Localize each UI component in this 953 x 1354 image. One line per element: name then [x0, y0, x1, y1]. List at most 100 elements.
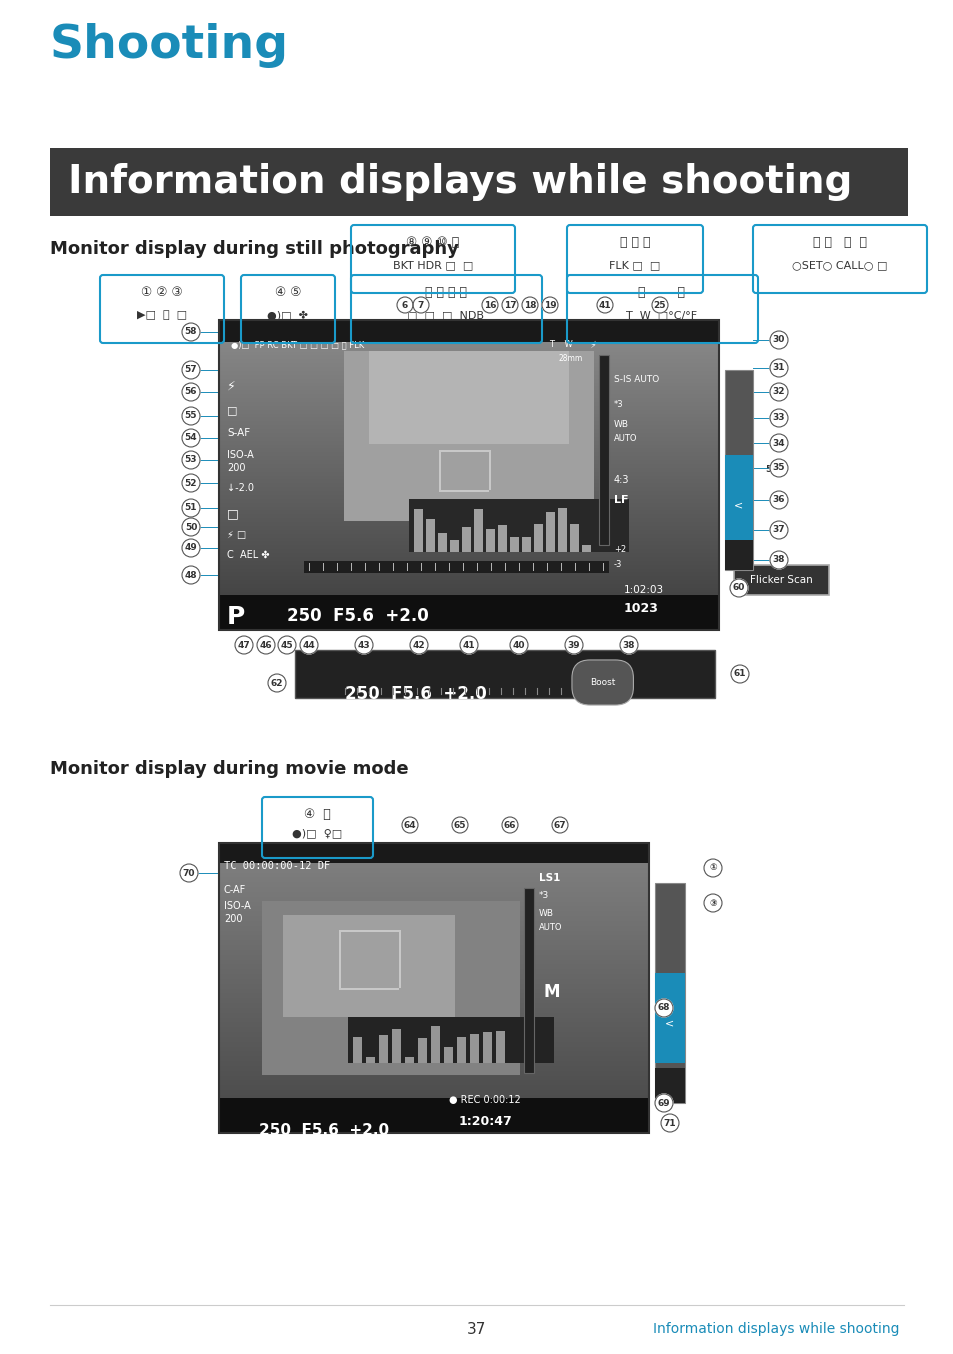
- Circle shape: [769, 521, 787, 539]
- Bar: [598, 355, 608, 546]
- Text: S-IS AUTO: S-IS AUTO: [614, 375, 659, 385]
- Circle shape: [541, 297, 558, 313]
- Circle shape: [769, 383, 787, 401]
- Text: ●)□  FP RC BKT □ □ □ □ ⓘ FLK: ●)□ FP RC BKT □ □ □ □ ⓘ FLK: [231, 340, 364, 349]
- Text: 64: 64: [403, 821, 416, 830]
- Circle shape: [182, 519, 200, 536]
- Circle shape: [413, 297, 429, 313]
- Text: S-AF: S-AF: [227, 428, 250, 437]
- Text: 37: 37: [772, 525, 784, 535]
- Text: 17: 17: [503, 301, 516, 310]
- Text: 71: 71: [663, 1118, 676, 1128]
- Text: ↓-2.0: ↓-2.0: [227, 483, 253, 493]
- Text: AUTO: AUTO: [538, 923, 562, 932]
- Text: LS1: LS1: [538, 873, 559, 883]
- Text: 25: 25: [653, 301, 665, 310]
- Text: 49: 49: [185, 543, 197, 552]
- Text: □  □  □  NDB: □ □ □ NDB: [407, 310, 484, 320]
- Text: ●)□  ♀□: ●)□ ♀□: [292, 829, 342, 838]
- Text: <: <: [664, 1018, 674, 1028]
- Circle shape: [234, 636, 253, 654]
- Text: ○SET○ CALL○ □: ○SET○ CALL○ □: [791, 260, 887, 269]
- Bar: [219, 844, 648, 1133]
- Circle shape: [655, 999, 672, 1017]
- Text: 35: 35: [772, 463, 784, 473]
- Text: -3: -3: [614, 561, 621, 569]
- Text: 67: 67: [553, 821, 566, 830]
- Text: ①: ①: [708, 864, 716, 872]
- Bar: [655, 974, 684, 1063]
- Text: 36: 36: [772, 496, 784, 505]
- Text: ▶□  ₿  □: ▶□ ₿ □: [137, 310, 187, 320]
- Text: ④ ⑤: ④ ⑤: [274, 286, 301, 299]
- Text: 70: 70: [183, 868, 195, 877]
- Text: Information displays while shooting: Information displays while shooting: [653, 1322, 899, 1336]
- Circle shape: [552, 816, 567, 833]
- Text: 52: 52: [185, 478, 197, 487]
- Text: 38: 38: [772, 555, 784, 565]
- Text: 62: 62: [271, 678, 283, 688]
- Text: C  AEL ✤: C AEL ✤: [227, 550, 269, 561]
- Text: 43: 43: [357, 640, 370, 650]
- Text: Flicker Scan: Flicker Scan: [749, 575, 812, 585]
- Text: ISO-A: ISO-A: [224, 900, 251, 911]
- Text: 41: 41: [598, 301, 611, 310]
- Circle shape: [182, 566, 200, 584]
- Text: 53: 53: [185, 455, 197, 464]
- Circle shape: [268, 674, 286, 692]
- Circle shape: [769, 359, 787, 376]
- Text: 34: 34: [772, 439, 784, 448]
- Text: ① ② ③: ① ② ③: [141, 286, 183, 299]
- Text: □: □: [227, 506, 238, 520]
- Text: ●)□  ✤: ●)□ ✤: [267, 310, 308, 320]
- Circle shape: [182, 408, 200, 425]
- Circle shape: [703, 894, 721, 913]
- Circle shape: [769, 492, 787, 509]
- Text: Information displays while shooting: Information displays while shooting: [68, 162, 851, 200]
- Circle shape: [401, 816, 417, 833]
- Text: T  W  □°C/°F: T W □°C/°F: [626, 310, 697, 320]
- Circle shape: [521, 297, 537, 313]
- Bar: [219, 320, 719, 630]
- Text: 58: 58: [185, 328, 197, 337]
- Circle shape: [655, 1094, 672, 1112]
- Bar: [724, 540, 752, 570]
- Text: BKT HDR □  □: BKT HDR □ □: [393, 260, 473, 269]
- Text: 56: 56: [185, 387, 197, 397]
- Text: 54: 54: [185, 433, 197, 443]
- Circle shape: [182, 451, 200, 468]
- Circle shape: [396, 297, 413, 313]
- Text: 16: 16: [483, 301, 496, 310]
- Circle shape: [703, 858, 721, 877]
- Bar: [724, 370, 752, 570]
- Text: AUTO: AUTO: [614, 435, 637, 443]
- Text: 200: 200: [227, 463, 245, 473]
- Text: 200: 200: [224, 914, 242, 923]
- Text: 7: 7: [417, 301, 424, 310]
- Text: *3: *3: [538, 891, 549, 900]
- Circle shape: [182, 429, 200, 447]
- Circle shape: [729, 580, 747, 597]
- Text: ⚡: ⚡: [227, 380, 235, 393]
- Text: 250  F5.6  +2.0: 250 F5.6 +2.0: [345, 685, 486, 703]
- Text: 59: 59: [764, 466, 777, 474]
- Text: 60: 60: [732, 584, 744, 593]
- Text: *3: *3: [614, 399, 623, 409]
- Circle shape: [182, 383, 200, 401]
- Text: 1:20:47: 1:20:47: [458, 1114, 512, 1128]
- Circle shape: [182, 474, 200, 492]
- Text: 19: 19: [543, 301, 556, 310]
- Circle shape: [769, 409, 787, 427]
- Text: Monitor display during movie mode: Monitor display during movie mode: [50, 760, 408, 779]
- Circle shape: [256, 636, 274, 654]
- Text: 57: 57: [185, 366, 197, 375]
- Text: 31: 31: [772, 363, 784, 372]
- Text: Monitor display during still photography: Monitor display during still photography: [50, 240, 458, 259]
- Text: ③: ③: [708, 899, 716, 907]
- Circle shape: [501, 816, 517, 833]
- Text: 1023: 1023: [623, 603, 659, 615]
- Circle shape: [769, 551, 787, 569]
- Text: 69: 69: [657, 1098, 670, 1108]
- Text: P: P: [227, 605, 245, 630]
- Circle shape: [182, 362, 200, 379]
